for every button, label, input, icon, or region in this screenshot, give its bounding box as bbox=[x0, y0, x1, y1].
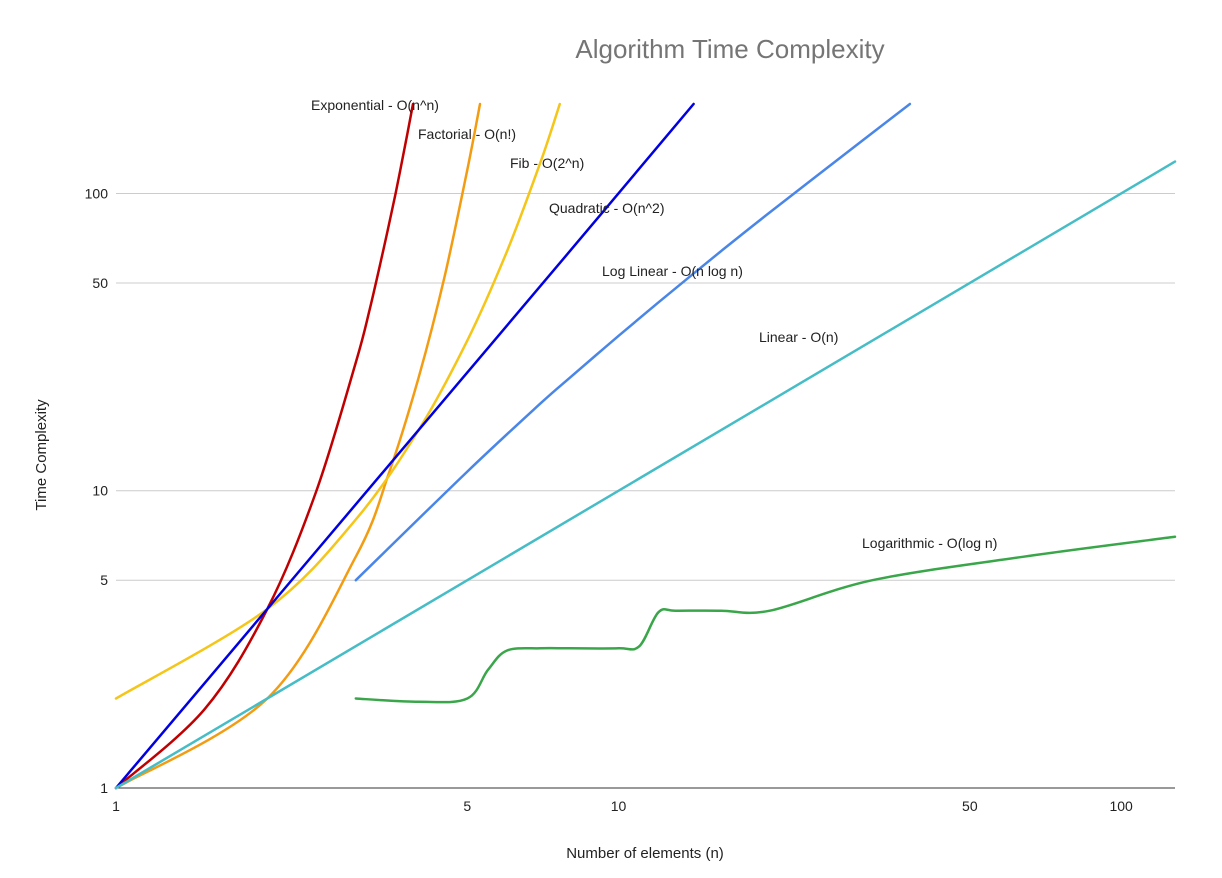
series-label-fib: Fib - O(2^n) bbox=[510, 155, 584, 171]
x-tick-label: 5 bbox=[463, 798, 471, 814]
y-axis-ticks: 1 5 10 50 100 bbox=[85, 185, 109, 796]
series-line-factorial bbox=[114, 102, 482, 790]
series-label-linear: Linear - O(n) bbox=[759, 329, 838, 345]
y-tick-label: 50 bbox=[92, 275, 108, 291]
series-line-quadratic bbox=[114, 102, 695, 790]
series-label-factorial: Factorial - O(n!) bbox=[418, 126, 516, 142]
series-label-log-linear: Log Linear - O(n log n) bbox=[602, 263, 743, 279]
x-tick-label: 1 bbox=[112, 798, 120, 814]
series-line-exponential bbox=[114, 102, 415, 790]
series-line-log-linear bbox=[354, 102, 912, 582]
series-label-logarithmic: Logarithmic - O(log n) bbox=[862, 535, 997, 551]
gridlines bbox=[116, 192, 1175, 789]
y-tick-label: 10 bbox=[92, 483, 108, 499]
series-label-exponential: Exponential - O(n^n) bbox=[311, 97, 439, 113]
x-axis-label: Number of elements (n) bbox=[566, 845, 724, 862]
y-tick-label: 1 bbox=[100, 780, 108, 796]
y-tick-label: 5 bbox=[100, 572, 108, 588]
x-tick-label: 10 bbox=[611, 798, 627, 814]
x-tick-label: 100 bbox=[1109, 798, 1133, 814]
series-labels: Exponential - O(n^n) Factorial - O(n!) Fib… bbox=[311, 97, 997, 551]
x-tick-label: 50 bbox=[962, 798, 978, 814]
series-line-logarithmic bbox=[354, 535, 1177, 704]
series-label-quadratic: Quadratic - O(n^2) bbox=[549, 200, 665, 216]
y-tick-label: 100 bbox=[85, 185, 109, 201]
series-line-linear bbox=[114, 160, 1177, 790]
series-layer bbox=[114, 102, 1177, 790]
chart-title: Algorithm Time Complexity bbox=[575, 34, 884, 64]
x-axis-ticks: 1 5 10 50 100 bbox=[112, 798, 1133, 814]
y-axis-label: Time Complexity bbox=[33, 399, 50, 511]
